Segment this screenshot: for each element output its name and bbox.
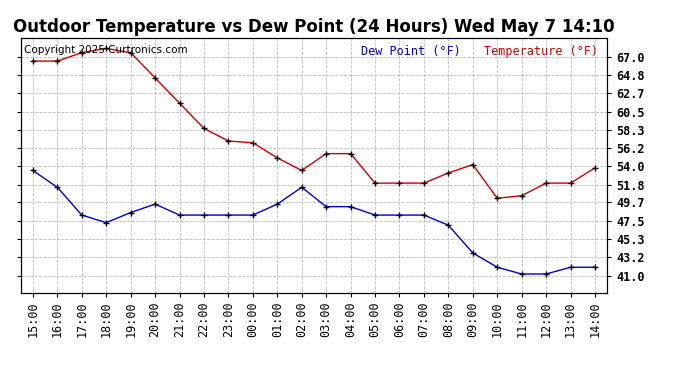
Text: Copyright 2025 Curtronics.com: Copyright 2025 Curtronics.com (23, 45, 187, 55)
Text: Dew Point (°F): Dew Point (°F) (361, 45, 461, 58)
Title: Outdoor Temperature vs Dew Point (24 Hours) Wed May 7 14:10: Outdoor Temperature vs Dew Point (24 Hou… (13, 18, 615, 36)
Text: Temperature (°F): Temperature (°F) (484, 45, 598, 58)
